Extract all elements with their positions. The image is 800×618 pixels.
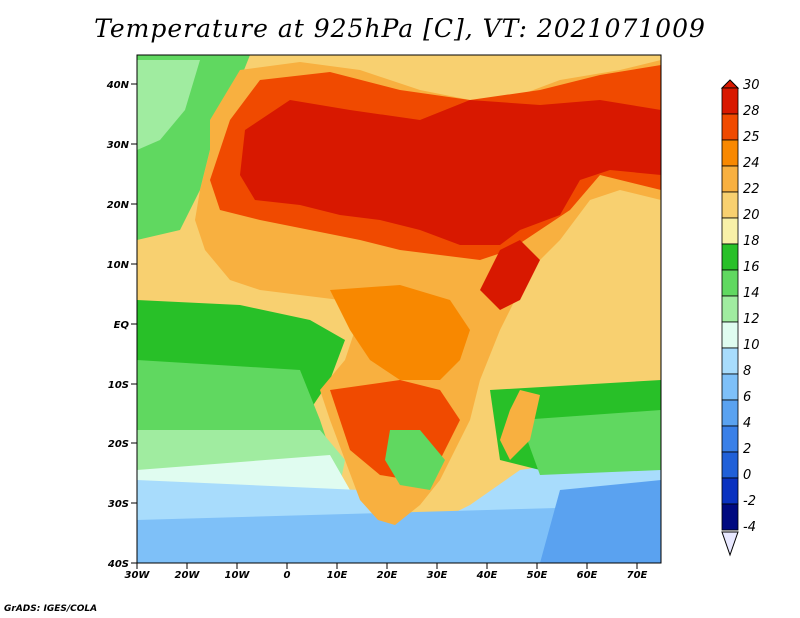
colorbar-label: 18 xyxy=(743,234,760,249)
x-tick-label: 10E xyxy=(327,570,348,581)
colorbar-label: 12 xyxy=(743,312,760,327)
x-tick-label: 20E xyxy=(377,570,398,581)
colorbar-label: 8 xyxy=(743,364,751,379)
colorbar-label: 25 xyxy=(743,130,760,145)
axis-ticks xyxy=(131,83,638,569)
colorbar-label: 16 xyxy=(743,260,760,275)
colorbar-swatch xyxy=(721,451,739,479)
y-tick-label: 30S xyxy=(108,499,129,510)
y-tick-label: 20N xyxy=(107,200,130,211)
colorbar-top-arrow xyxy=(720,79,740,89)
y-tick-label: 10N xyxy=(107,260,130,271)
colorbar-swatch xyxy=(721,113,739,141)
x-tick-label: 20W xyxy=(175,570,201,581)
colorbar-swatch xyxy=(721,347,739,375)
colorbar-label: 4 xyxy=(743,416,751,431)
colorbar-label: 6 xyxy=(743,390,751,405)
colorbar-label: 0 xyxy=(743,468,751,483)
x-tick-label: 30W xyxy=(125,570,151,581)
x-tick-label: 60E xyxy=(577,570,598,581)
x-tick-label: 10W xyxy=(225,570,251,581)
temperature-field xyxy=(137,55,661,563)
colorbar-swatch xyxy=(721,295,739,323)
colorbar-label: -4 xyxy=(743,520,756,535)
x-tick-label: 40E xyxy=(476,570,498,581)
colorbar-swatch xyxy=(721,191,739,219)
y-tick-label: 40N xyxy=(106,80,130,91)
colorbar-swatch xyxy=(721,503,739,531)
colorbar-swatch xyxy=(721,477,739,505)
colorbar-label: 20 xyxy=(743,208,760,223)
y-tick-label: 20S xyxy=(108,439,129,450)
colorbar-label: 22 xyxy=(743,182,760,197)
colorbar-swatch xyxy=(721,139,739,167)
colorbar-label: 30 xyxy=(743,78,760,93)
x-tick-label: 30E xyxy=(427,570,448,581)
plot-frame xyxy=(136,54,662,564)
colorbar-label: 2 xyxy=(743,442,751,457)
x-tick-label: 70E xyxy=(627,570,648,581)
colorbar-swatch xyxy=(721,269,739,297)
colorbar-label: -2 xyxy=(743,494,756,509)
colorbar-swatch xyxy=(721,217,739,245)
y-tick-label: 40S xyxy=(107,559,129,570)
colorbar-label: 24 xyxy=(743,156,760,171)
colorbar-label: 14 xyxy=(743,286,760,301)
y-tick-label: 10S xyxy=(108,380,129,391)
credit-text: GrADS: IGES/COLA xyxy=(4,604,98,614)
colorbar-swatch xyxy=(721,373,739,401)
x-tick-label: 0 xyxy=(284,570,291,581)
y-tick-label: EQ xyxy=(114,320,130,331)
colorbar-swatch xyxy=(721,243,739,271)
colorbar-swatch xyxy=(721,87,739,115)
y-tick-label: 30N xyxy=(107,140,130,151)
colorbar-label: 28 xyxy=(743,104,760,119)
colorbar-label: 10 xyxy=(743,338,760,353)
colorbar-swatch xyxy=(721,425,739,453)
colorbar-swatch xyxy=(721,321,739,349)
colorbar-swatch xyxy=(721,399,739,427)
colorbar-swatch xyxy=(721,165,739,193)
colorbar: 30 28 25 24 22 20 18 16 14 12 10 8 6 4 2… xyxy=(720,78,760,557)
map-title: Temperature at 925hPa [C], VT: 202107100… xyxy=(94,14,706,43)
colorbar-bottom-arrow xyxy=(721,531,739,557)
x-tick-label: 50E xyxy=(527,570,548,581)
